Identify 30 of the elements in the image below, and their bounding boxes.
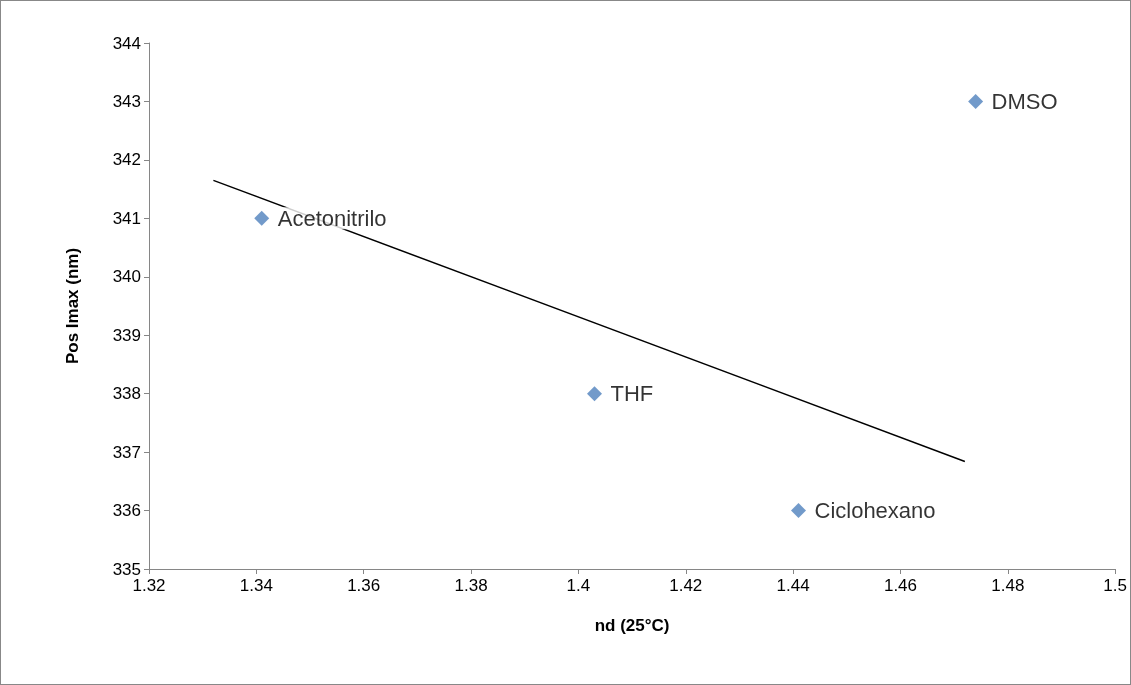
y-tick-label: 341 [112, 208, 141, 228]
x-tick-label: 1.42 [669, 576, 703, 595]
y-tick-label: 340 [112, 267, 141, 287]
x-tick-label: 1.48 [991, 576, 1025, 595]
x-tick-label: 1.34 [239, 576, 273, 595]
point [254, 210, 270, 226]
x-axis-title: nd (25°C) [594, 616, 670, 635]
point [587, 386, 603, 402]
point [790, 503, 806, 519]
y-tick-label: 337 [112, 442, 141, 462]
x-tick-label: 1.46 [883, 576, 918, 595]
annotation: DMSO [991, 88, 1058, 114]
y-tick-label: 336 [112, 501, 141, 521]
y-tick-label: 335 [112, 559, 141, 579]
y-tick-label: 344 [112, 33, 141, 53]
point [968, 93, 984, 109]
y-tick-label: 342 [112, 150, 141, 170]
y-tick-label: 343 [112, 91, 141, 111]
x-tick-label: 1.4 [566, 576, 591, 595]
x-tick-label: 1.32 [132, 576, 166, 595]
annotation: THF [610, 381, 654, 407]
x-tick-label: 1.38 [454, 576, 488, 595]
y-axis-title: Pos Imax (nm) [63, 247, 82, 365]
y-tick-label: 338 [112, 384, 141, 404]
x-tick-label: 1.44 [776, 576, 810, 595]
annotation: Ciclohexano [814, 498, 936, 524]
x-tick-label: 1.5 [1103, 576, 1127, 595]
y-tick-label: 339 [112, 325, 141, 345]
annotation: Acetonitrilo [277, 205, 387, 231]
x-tick-label: 1.36 [347, 576, 381, 595]
